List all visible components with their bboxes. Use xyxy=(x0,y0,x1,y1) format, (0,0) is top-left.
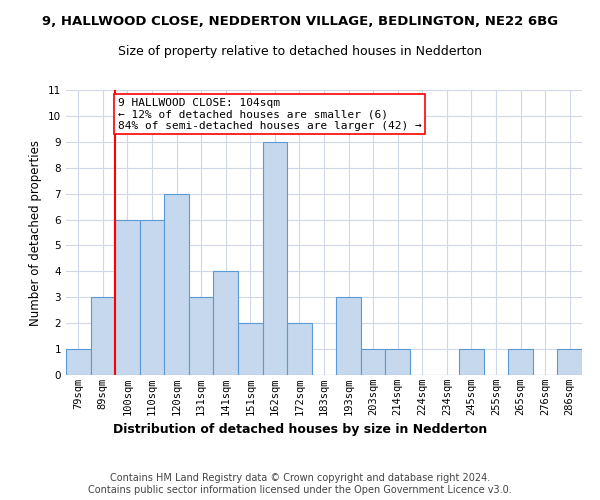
Bar xyxy=(115,220,140,375)
Bar xyxy=(508,349,533,375)
Bar xyxy=(287,323,312,375)
Bar xyxy=(263,142,287,375)
Bar xyxy=(164,194,189,375)
Bar xyxy=(557,349,582,375)
Text: Contains HM Land Registry data © Crown copyright and database right 2024.
Contai: Contains HM Land Registry data © Crown c… xyxy=(88,474,512,495)
Bar xyxy=(385,349,410,375)
Bar xyxy=(459,349,484,375)
Text: Distribution of detached houses by size in Nedderton: Distribution of detached houses by size … xyxy=(113,422,487,436)
Bar xyxy=(336,298,361,375)
Text: Size of property relative to detached houses in Nedderton: Size of property relative to detached ho… xyxy=(118,45,482,58)
Y-axis label: Number of detached properties: Number of detached properties xyxy=(29,140,43,326)
Bar xyxy=(91,298,115,375)
Text: 9, HALLWOOD CLOSE, NEDDERTON VILLAGE, BEDLINGTON, NE22 6BG: 9, HALLWOOD CLOSE, NEDDERTON VILLAGE, BE… xyxy=(42,15,558,28)
Bar xyxy=(140,220,164,375)
Bar xyxy=(66,349,91,375)
Bar xyxy=(214,272,238,375)
Bar xyxy=(238,323,263,375)
Bar xyxy=(189,298,214,375)
Text: 9 HALLWOOD CLOSE: 104sqm
← 12% of detached houses are smaller (6)
84% of semi-de: 9 HALLWOOD CLOSE: 104sqm ← 12% of detach… xyxy=(118,98,421,131)
Bar xyxy=(361,349,385,375)
